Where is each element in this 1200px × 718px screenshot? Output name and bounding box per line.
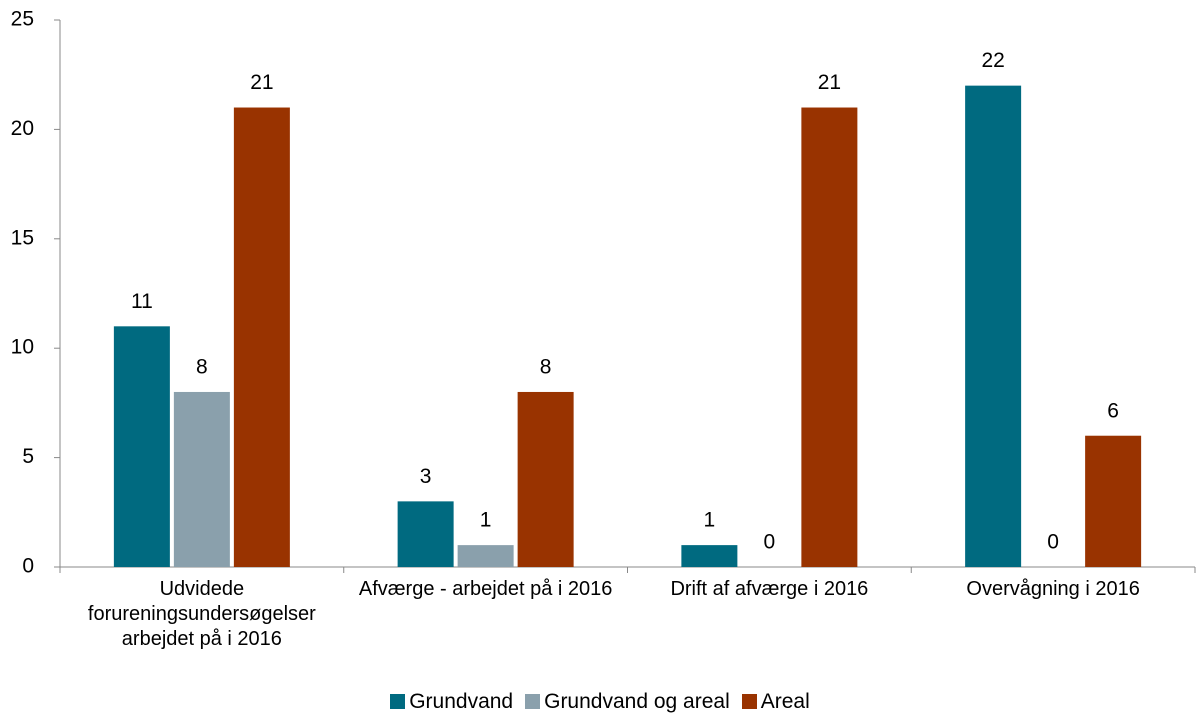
data-label: 11 [131, 290, 153, 313]
y-tick-label: 0 [22, 555, 34, 578]
bar [173, 391, 230, 567]
legend-swatch [525, 694, 541, 709]
data-label: 21 [818, 71, 841, 94]
y-tick-label: 25 [11, 8, 34, 31]
data-label: 1 [480, 509, 492, 532]
data-label: 0 [764, 531, 776, 554]
data-label: 8 [540, 356, 552, 379]
x-tick-label: Afværge - arbejdet på i 2016 [358, 578, 613, 600]
data-label: 8 [196, 356, 208, 379]
legend: Grundvand Grundvand og areal Areal [0, 690, 1200, 714]
data-label: 21 [250, 71, 273, 94]
legend-item: Areal [741, 690, 810, 714]
legend-item: Grundvand og areal [525, 690, 730, 714]
x-tick-label: Overvågning i 2016 [966, 578, 1140, 600]
legend-label: Areal [760, 690, 810, 713]
legend-label: Grundvand [409, 690, 514, 713]
bar [457, 545, 514, 567]
data-label: 6 [1107, 399, 1119, 422]
bar [517, 391, 574, 567]
y-tick-label: 5 [22, 445, 34, 468]
data-label: 0 [1047, 531, 1059, 554]
bar [681, 545, 738, 567]
bar [801, 107, 858, 568]
x-tick-label: Udvidede forureningsundersøgelser arbejd… [87, 578, 316, 650]
y-tick-label: 20 [11, 117, 34, 140]
data-label: 3 [420, 465, 432, 488]
y-tick-label: 15 [11, 226, 34, 249]
y-tick-label: 10 [11, 336, 34, 359]
data-label: 1 [704, 509, 716, 532]
bar [233, 107, 290, 568]
bar [1085, 435, 1142, 567]
data-label: 22 [981, 49, 1004, 72]
legend-swatch [390, 694, 406, 709]
bar [113, 326, 170, 567]
legend-label: Grundvand og areal [544, 690, 730, 713]
legend-item: Grundvand [390, 690, 513, 714]
x-tick-label: Drift af afværge i 2016 [670, 578, 869, 600]
bar [965, 85, 1022, 567]
legend-swatch [741, 694, 757, 709]
bar [397, 501, 454, 567]
